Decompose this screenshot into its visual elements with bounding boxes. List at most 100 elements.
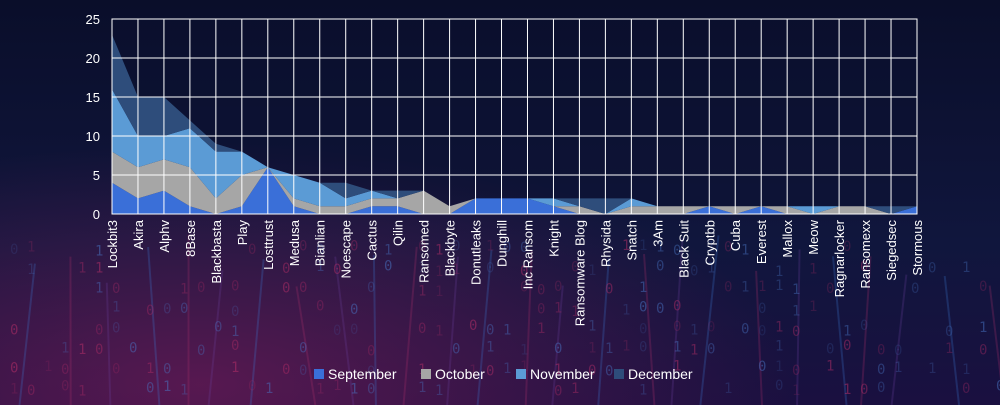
svg-text:1: 1 <box>673 359 681 375</box>
svg-text:0: 0 <box>758 324 766 340</box>
x-tick-label: Mallox <box>780 220 795 258</box>
svg-text:0: 0 <box>724 280 732 296</box>
svg-text:0: 0 <box>673 243 681 259</box>
svg-text:0: 0 <box>690 263 698 279</box>
svg-text:0: 0 <box>520 240 528 256</box>
svg-text:1: 1 <box>112 299 120 315</box>
svg-text:1: 1 <box>809 299 817 315</box>
legend-swatch <box>516 369 526 379</box>
svg-text:1: 1 <box>945 341 953 357</box>
svg-text:1: 1 <box>418 260 426 276</box>
svg-text:1: 1 <box>384 243 392 259</box>
svg-text:1: 1 <box>707 260 715 276</box>
svg-text:0: 0 <box>367 280 375 296</box>
svg-text:0: 0 <box>231 279 239 295</box>
svg-text:1: 1 <box>537 321 545 337</box>
x-tick-label: Black Suit <box>676 220 691 278</box>
svg-text:1: 1 <box>61 341 69 357</box>
svg-text:1: 1 <box>27 262 35 278</box>
svg-text:0: 0 <box>792 324 800 340</box>
svg-text:0: 0 <box>452 341 460 357</box>
svg-text:1: 1 <box>435 383 443 399</box>
svg-text:0: 0 <box>333 262 341 278</box>
legend-label: December <box>628 366 693 382</box>
x-tick-label: Inc Ransom <box>520 220 535 289</box>
svg-text:0: 0 <box>197 343 205 359</box>
x-tick-label: Donutleaks <box>469 220 484 286</box>
svg-text:0: 0 <box>877 362 885 378</box>
svg-text:1: 1 <box>775 359 783 375</box>
svg-text:1: 1 <box>639 383 647 399</box>
svg-text:0: 0 <box>367 344 375 360</box>
svg-text:0: 0 <box>61 362 69 378</box>
x-tick-label: Blackbasta <box>209 219 224 283</box>
svg-text:0: 0 <box>724 240 732 256</box>
svg-text:1: 1 <box>452 262 460 278</box>
svg-text:1: 1 <box>316 259 324 275</box>
svg-text:0: 0 <box>962 381 970 397</box>
svg-text:1: 1 <box>605 341 613 357</box>
y-tick-label: 10 <box>86 129 100 144</box>
svg-text:0: 0 <box>894 343 902 359</box>
svg-text:1: 1 <box>622 303 630 319</box>
x-tick-label: Ransomware Blog <box>572 220 587 326</box>
svg-text:0: 0 <box>639 300 647 316</box>
svg-text:0: 0 <box>316 299 324 315</box>
svg-text:1: 1 <box>265 381 273 397</box>
svg-text:1: 1 <box>639 238 647 254</box>
svg-text:0: 0 <box>367 364 375 380</box>
svg-text:0: 0 <box>10 322 18 338</box>
x-tick-label: 3Am <box>650 220 665 247</box>
x-tick-label: Meow <box>806 219 821 254</box>
x-tick-label: Ragnarlocker <box>832 219 847 297</box>
svg-text:0: 0 <box>554 341 562 357</box>
svg-text:1: 1 <box>843 382 851 398</box>
svg-text:1: 1 <box>180 383 188 399</box>
svg-text:1: 1 <box>95 280 103 296</box>
svg-text:1: 1 <box>826 358 834 374</box>
svg-text:0: 0 <box>639 321 647 337</box>
svg-text:0: 0 <box>10 361 18 377</box>
svg-text:0: 0 <box>707 319 715 335</box>
svg-text:1: 1 <box>588 319 596 335</box>
svg-text:0: 0 <box>639 339 647 355</box>
svg-text:1: 1 <box>435 324 443 340</box>
svg-text:1: 1 <box>231 360 239 376</box>
svg-text:0: 0 <box>129 341 137 357</box>
x-tick-label: Qilin <box>391 220 406 246</box>
legend-item-november: November <box>516 366 595 382</box>
x-tick-label: Ransomed <box>417 220 432 283</box>
svg-text:1: 1 <box>775 319 783 335</box>
svg-text:0: 0 <box>452 239 460 255</box>
svg-text:1: 1 <box>78 261 86 277</box>
svg-text:0: 0 <box>214 319 222 335</box>
x-tick-label: Blackbyte <box>443 220 458 276</box>
svg-text:0: 0 <box>197 280 205 296</box>
svg-text:1: 1 <box>843 324 851 340</box>
svg-text:0: 0 <box>112 320 120 336</box>
svg-text:1: 1 <box>741 279 749 295</box>
svg-text:0: 0 <box>146 303 154 319</box>
x-tick-label: Knight <box>546 220 561 257</box>
svg-text:0: 0 <box>112 361 120 377</box>
svg-text:0: 0 <box>333 323 341 339</box>
svg-text:0: 0 <box>775 378 783 394</box>
svg-text:0: 0 <box>180 301 188 317</box>
svg-text:1: 1 <box>316 382 324 398</box>
svg-text:0: 0 <box>486 364 494 380</box>
svg-text:0: 0 <box>163 302 171 318</box>
svg-text:1: 1 <box>95 243 103 259</box>
svg-text:1: 1 <box>503 322 511 338</box>
svg-text:0: 0 <box>843 239 851 255</box>
svg-text:1: 1 <box>435 264 443 280</box>
svg-text:0: 0 <box>656 259 664 275</box>
x-tick-label: Cuba <box>728 219 743 251</box>
svg-text:1: 1 <box>690 322 698 338</box>
svg-text:1: 1 <box>486 238 494 254</box>
area-november <box>112 89 917 214</box>
legend-item-october: October <box>421 366 485 382</box>
svg-text:0: 0 <box>163 362 171 378</box>
y-axis: 0 5 10 15 20 25 <box>86 12 100 222</box>
svg-text:1: 1 <box>673 340 681 356</box>
